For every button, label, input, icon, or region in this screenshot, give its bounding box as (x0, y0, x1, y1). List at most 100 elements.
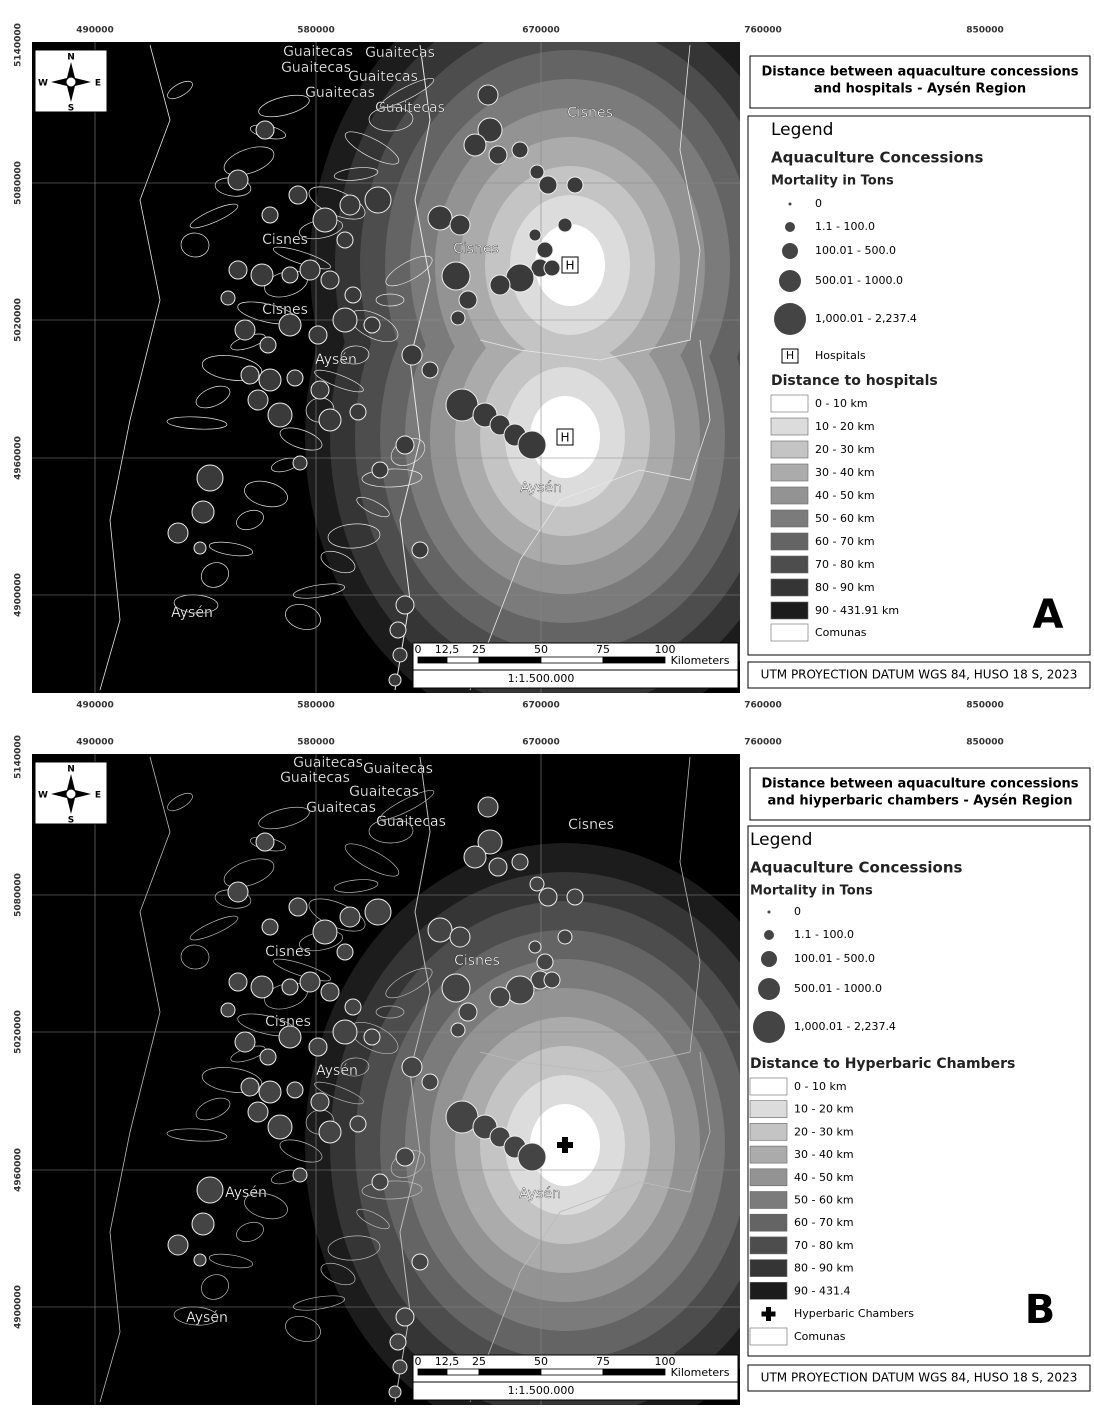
concession (393, 1360, 407, 1374)
legend-size-label: 0 (815, 197, 822, 210)
legend-size-symbol (789, 203, 792, 206)
scale-tick: 25 (472, 643, 486, 656)
concession (350, 1116, 366, 1132)
concession (539, 888, 557, 906)
concession (518, 431, 546, 459)
concession (442, 974, 470, 1002)
concession (389, 674, 401, 686)
x-coord-top: 760000 (744, 26, 782, 36)
concession (340, 195, 360, 215)
compass-letter: S (68, 816, 74, 826)
concession (262, 207, 278, 223)
legend-class-label: 20 - 30 km (794, 1125, 854, 1138)
scale-segment (418, 1369, 447, 1375)
concession (372, 1174, 388, 1190)
scale-segment (418, 657, 447, 663)
legend-size-symbol (779, 270, 801, 292)
concession (235, 320, 255, 340)
concession (248, 390, 268, 410)
concession (282, 979, 298, 995)
concession (311, 1093, 329, 1111)
x-coord-top: 580000 (297, 26, 335, 36)
place-name: Aysén (225, 1185, 267, 1201)
scale-segment (447, 657, 479, 663)
legend-swatch (771, 487, 808, 504)
place-name: Aysén (316, 1063, 358, 1079)
concession (537, 954, 553, 970)
compass-letter: E (95, 791, 101, 801)
legend-swatch (750, 1078, 787, 1095)
concession (337, 944, 353, 960)
legend-heading: Legend (771, 120, 833, 140)
legend-swatch (771, 556, 808, 573)
concession (396, 1148, 414, 1166)
legend-size-label: 1,000.01 - 2,237.4 (815, 312, 917, 325)
concession (402, 345, 422, 365)
place-name: Cisnes (262, 302, 308, 318)
concession (221, 291, 235, 305)
concession (390, 1334, 406, 1350)
x-coord-bottom: 670000 (522, 701, 560, 711)
scale-unit: Kilometers (671, 1366, 730, 1379)
concession (192, 501, 214, 523)
y-coord: 5020000 (14, 298, 24, 342)
concession (459, 1003, 477, 1021)
concession (221, 1003, 235, 1017)
place-name: Aysén (315, 352, 357, 368)
concession (402, 1057, 422, 1077)
hospital-symbol: H (560, 431, 569, 445)
concession (319, 409, 341, 431)
concession (442, 262, 470, 290)
concession (518, 1143, 546, 1171)
concession (544, 260, 560, 276)
concession (490, 275, 510, 295)
concession (333, 1020, 357, 1044)
concession (364, 317, 380, 333)
y-coord: 5140000 (14, 735, 24, 779)
scale-tick: 75 (596, 643, 610, 656)
scale-segment (447, 1369, 479, 1375)
legend-section: Aquaculture Concessions (750, 859, 963, 877)
scale-segment (603, 1369, 665, 1375)
legend-class-label: 50 - 60 km (815, 512, 875, 525)
place-name: Guaitecas (306, 800, 376, 816)
legend-swatch (771, 441, 808, 458)
compass-center (66, 789, 76, 799)
place-name: Guaitecas (293, 755, 363, 771)
concession (313, 208, 337, 232)
concession (262, 919, 278, 935)
legend-swatch (750, 1192, 787, 1209)
legend-size-symbol (761, 951, 777, 967)
concession (489, 858, 507, 876)
concession (365, 187, 391, 213)
legend-heading: Legend (750, 830, 812, 850)
concession (396, 596, 414, 614)
concession (192, 1213, 214, 1235)
legend-section: Distance to Hyperbaric Chambers (750, 1056, 1015, 1072)
place-name: Aysén (171, 605, 213, 621)
concession (450, 927, 470, 947)
concession (300, 972, 320, 992)
scale-segment (603, 657, 665, 663)
concession (396, 1308, 414, 1326)
legend-size-symbol (758, 978, 780, 1000)
y-coord: 4900000 (14, 573, 24, 617)
legend-swatch (750, 1101, 787, 1118)
concession (235, 1032, 255, 1052)
compass-letter: N (67, 53, 75, 63)
x-coord-top: 580000 (297, 738, 335, 748)
concession (490, 987, 510, 1007)
legend-class-label: 40 - 50 km (815, 489, 875, 502)
concession (428, 206, 452, 230)
page: HHGuaitecasGuaitecasGuaitecasGuaitecasGu… (0, 0, 1094, 1413)
legend-class-label: 0 - 10 km (794, 1080, 847, 1093)
concession (539, 176, 557, 194)
concession (489, 146, 507, 164)
concession (197, 1177, 223, 1203)
concession (256, 121, 274, 139)
footer-text: UTM PROYECTION DATUM WGS 84, HUSO 18 S, … (761, 668, 1078, 682)
legend-swatch (771, 624, 808, 641)
concession (228, 882, 248, 902)
concession (345, 999, 361, 1015)
concession (530, 165, 544, 179)
